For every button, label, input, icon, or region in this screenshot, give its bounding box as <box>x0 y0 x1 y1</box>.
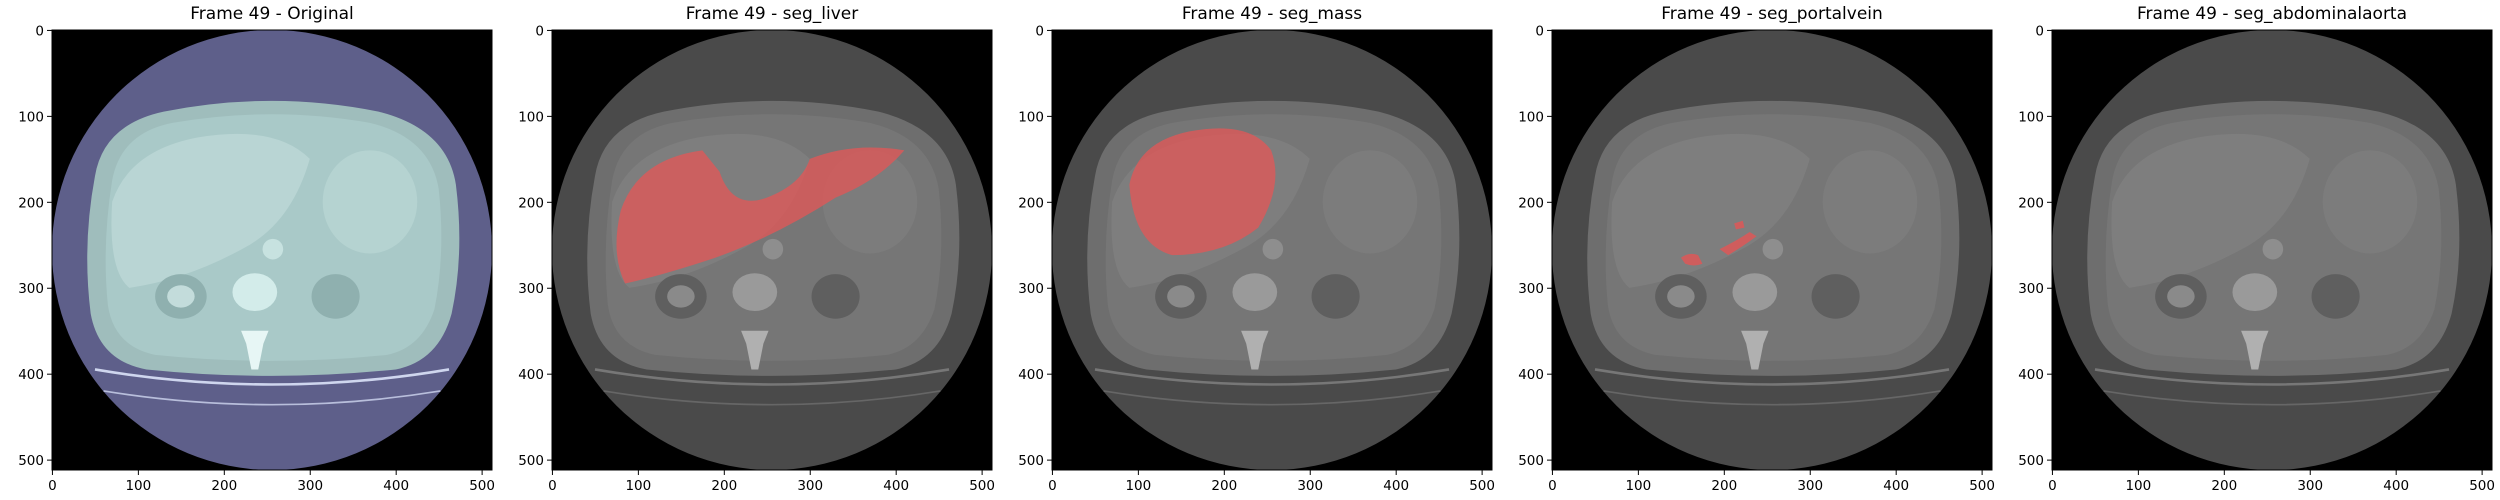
y-tick-label: 0 <box>35 23 44 39</box>
y-tick-label: 300 <box>1018 281 1044 297</box>
panel-title: Frame 49 - seg_mass <box>1181 4 1363 24</box>
y-tick-label: 100 <box>1518 109 1544 125</box>
x-tick-label: 400 <box>1883 478 1909 494</box>
y-tick-label: 100 <box>18 109 44 125</box>
x-tick-label: 100 <box>625 478 651 494</box>
image-panel: Frame 49 - Original 0 100 200 300 400 500 0 100 2… <box>0 0 495 500</box>
liver-mask <box>616 147 905 284</box>
y-tick-label: 200 <box>2018 195 2044 211</box>
y-tick-label: 100 <box>518 109 544 125</box>
y-tick-label: 400 <box>1018 367 1044 383</box>
x-tick-label: 100 <box>2125 478 2151 494</box>
y-tick-label: 500 <box>518 453 544 469</box>
y-tick-label: 200 <box>1018 195 1044 211</box>
x-tick-label: 0 <box>548 478 557 494</box>
x-tick-label: 500 <box>969 478 995 494</box>
x-tick-label: 200 <box>1711 478 1737 494</box>
y-tick-label: 400 <box>2018 367 2044 383</box>
ct-slice-image <box>2052 30 2492 470</box>
x-tick-label: 0 <box>1548 478 1557 494</box>
panel-title: Frame 49 - seg_abdominalaorta <box>2136 4 2408 24</box>
x-tick-label: 500 <box>1469 478 1495 494</box>
ct-slice-image <box>52 30 492 470</box>
portalvein-mask <box>1680 220 1757 266</box>
y-tick-label: 500 <box>18 453 44 469</box>
y-tick-label: 500 <box>1018 453 1044 469</box>
y-tick-label: 400 <box>1518 367 1544 383</box>
panel-title: Frame 49 - seg_liver <box>685 4 859 24</box>
mass-mask <box>1129 128 1276 256</box>
x-tick-label: 200 <box>711 478 737 494</box>
image-panel: Frame 49 - seg_portalvein 0 100 200 300 400 50… <box>1500 0 1995 500</box>
y-tick-label: 100 <box>1018 109 1044 125</box>
x-tick-label: 300 <box>1797 478 1823 494</box>
y-tick-label: 0 <box>535 23 544 39</box>
x-tick-label: 100 <box>1125 478 1151 494</box>
y-tick-label: 300 <box>518 281 544 297</box>
x-tick-label: 200 <box>1211 478 1237 494</box>
y-tick-label: 400 <box>518 367 544 383</box>
y-tick-label: 500 <box>1518 453 1544 469</box>
panel-title: Frame 49 - Original <box>190 4 354 24</box>
panel-title: Frame 49 - seg_portalvein <box>1661 4 1883 24</box>
x-tick-label: 0 <box>2048 478 2057 494</box>
image-panel: Frame 49 - seg_mass 0 100 200 300 400 500 0 100 2… <box>1000 0 1495 500</box>
y-tick-label: 200 <box>518 195 544 211</box>
x-tick-label: 200 <box>211 478 237 494</box>
y-tick-label: 0 <box>1035 23 1044 39</box>
y-tick-label: 100 <box>2018 109 2044 125</box>
x-tick-label: 400 <box>2383 478 2409 494</box>
ct-slice-image <box>1052 30 1492 470</box>
x-tick-label: 500 <box>469 478 495 494</box>
y-tick-label: 300 <box>2018 281 2044 297</box>
image-panel: Frame 49 - seg_abdominalaorta 0 100 200 300 4… <box>2000 0 2495 500</box>
x-tick-label: 200 <box>2211 478 2237 494</box>
x-tick-label: 300 <box>297 478 323 494</box>
x-tick-label: 100 <box>1625 478 1651 494</box>
image-panel: Frame 49 - seg_liver 0 100 200 300 400 500 0 100… <box>500 0 995 500</box>
x-tick-label: 500 <box>2469 478 2495 494</box>
y-tick-label: 500 <box>2018 453 2044 469</box>
x-tick-label: 0 <box>48 478 57 494</box>
y-tick-label: 200 <box>18 195 44 211</box>
ct-slice-image <box>552 30 992 470</box>
x-tick-label: 500 <box>1969 478 1995 494</box>
x-tick-label: 300 <box>1297 478 1323 494</box>
y-tick-label: 0 <box>1535 23 1544 39</box>
y-tick-label: 300 <box>18 281 44 297</box>
y-tick-label: 400 <box>18 367 44 383</box>
x-tick-label: 400 <box>1383 478 1409 494</box>
ct-slice-image <box>1552 30 1992 470</box>
y-tick-label: 0 <box>2035 23 2044 39</box>
x-tick-label: 400 <box>883 478 909 494</box>
x-tick-label: 300 <box>2297 478 2323 494</box>
y-tick-label: 300 <box>1518 281 1544 297</box>
x-tick-label: 0 <box>1048 478 1057 494</box>
y-tick-label: 200 <box>1518 195 1544 211</box>
x-tick-label: 400 <box>383 478 409 494</box>
x-tick-label: 300 <box>797 478 823 494</box>
x-tick-label: 100 <box>125 478 151 494</box>
